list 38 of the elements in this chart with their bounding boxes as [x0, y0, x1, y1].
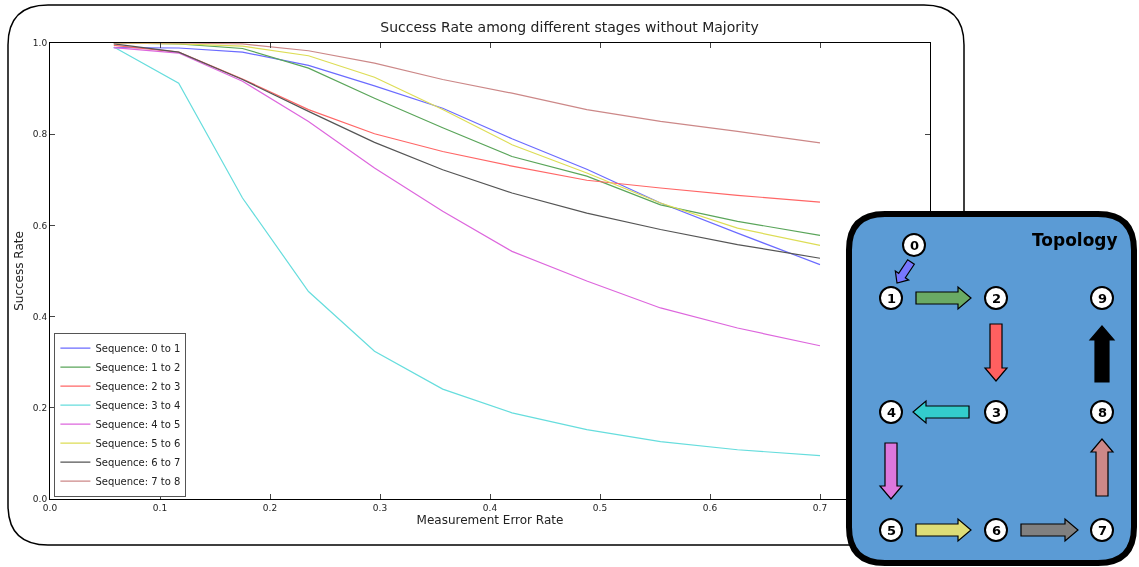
legend-label: Sequence: 3 to 4	[95, 400, 181, 412]
line-series	[113, 44, 821, 203]
legend-label: Sequence: 0 to 1	[95, 343, 181, 355]
annotation: 1	[887, 291, 897, 306]
x-tick-label: 0.3	[372, 502, 388, 513]
x-tick-label: 0.0	[42, 502, 58, 513]
y-tick-label: 0.4	[32, 311, 48, 322]
y-tick-label: 1.0	[32, 38, 48, 49]
y-tick-label: 0.2	[32, 402, 48, 413]
legend-label: Sequence: 2 to 3	[95, 381, 181, 393]
y-axis-title: Success Rate	[12, 231, 27, 311]
y-tick-label: 0.6	[32, 220, 48, 231]
legend-label: Sequence: 6 to 7	[95, 457, 181, 469]
x-axis-title: Measurement Error Rate	[416, 512, 564, 527]
legend-label: Sequence: 5 to 6	[95, 438, 181, 450]
annotation: 4	[887, 405, 897, 420]
line-series	[113, 43, 821, 144]
y-tick-label: 0.8	[32, 129, 48, 140]
x-tick-label: 0.6	[702, 502, 718, 513]
annotation: 0	[910, 238, 920, 253]
text: 9	[1098, 291, 1108, 306]
x-tick-label: 0.2	[262, 502, 278, 513]
y-tick-label: 0.0	[32, 494, 48, 505]
x-tick-label: 0.5	[592, 502, 608, 513]
x-tick-label: 0.4	[482, 502, 498, 513]
chart-title: Success Rate among different stages without Majority	[380, 18, 759, 35]
x-tick-label: 0.1	[152, 502, 168, 513]
legend-label: Sequence: 1 to 2	[95, 362, 181, 374]
legend-label: Sequence: 4 to 5	[95, 419, 181, 431]
text: 3	[992, 405, 1002, 420]
text: 6	[992, 523, 1002, 538]
legend-label: Sequence: 7 to 8	[95, 476, 181, 488]
x-tick-label: 0.7	[812, 502, 828, 513]
text: 5	[887, 523, 897, 538]
text: 7	[1098, 523, 1108, 538]
text: 2	[992, 291, 1002, 306]
text: 8	[1098, 405, 1108, 420]
text: Topology	[1032, 230, 1118, 250]
